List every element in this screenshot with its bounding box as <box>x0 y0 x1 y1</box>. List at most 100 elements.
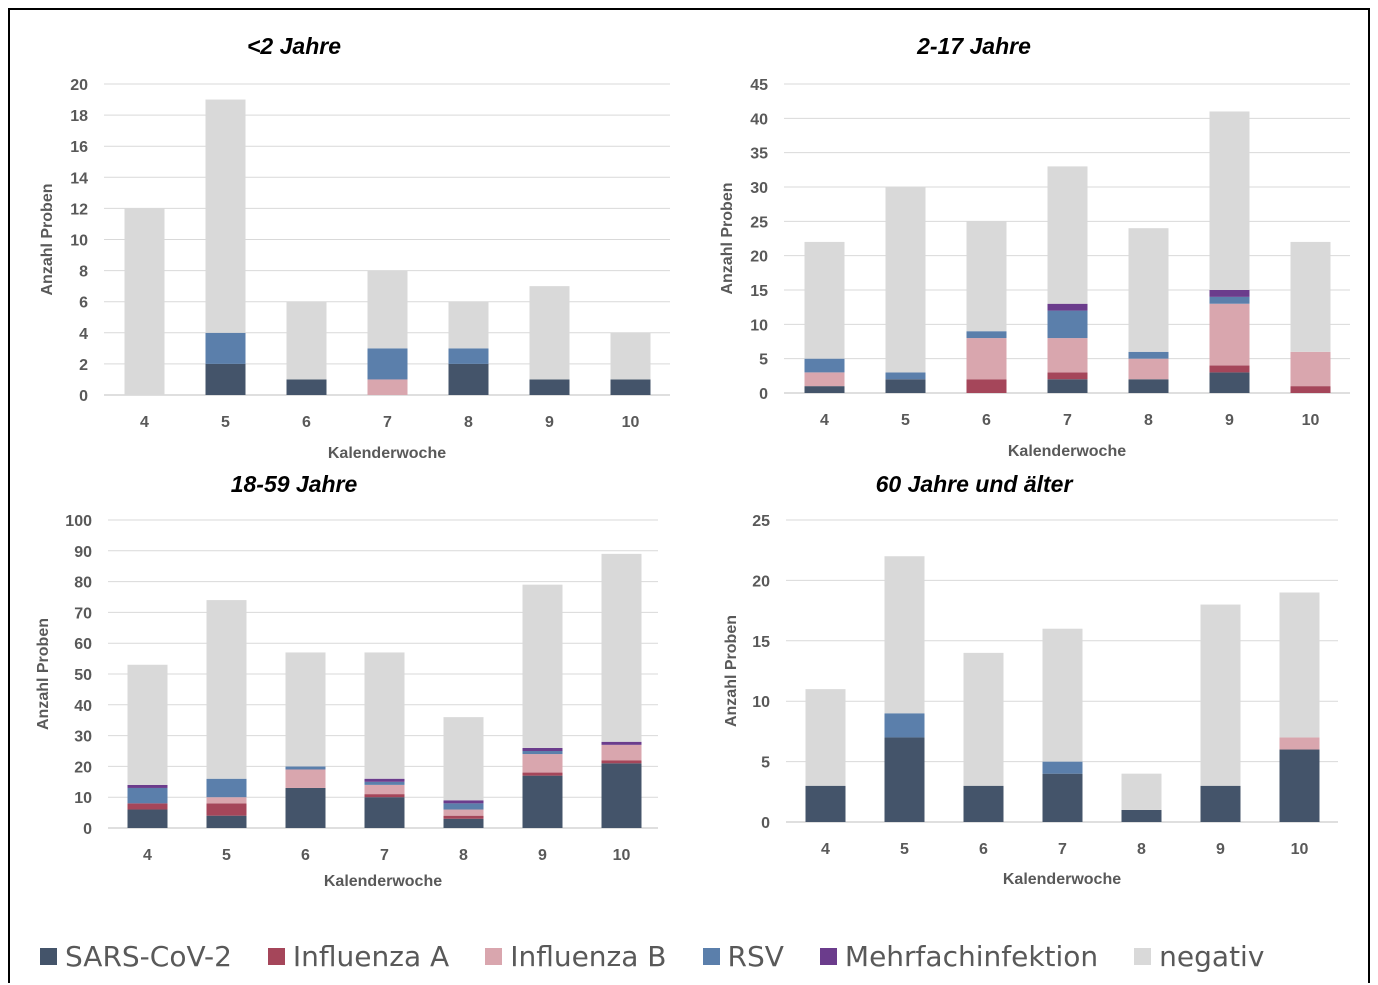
y-tick-label: 15 <box>750 283 768 300</box>
x-tick-label: 7 <box>1058 841 1067 858</box>
bar-segment-influenza-a <box>364 794 405 798</box>
y-axis-label: Anzahl Proben <box>39 183 56 295</box>
bar-segment-influenza-b <box>966 338 1007 380</box>
bar-segment-influenza-b <box>1290 351 1331 387</box>
bar-segment-sars-cov-2 <box>285 787 326 828</box>
chart-title: 60 Jahre und älter <box>876 471 1074 497</box>
bar-segment-mehrfachinfektion <box>601 741 642 745</box>
bar-segment-sars-cov-2 <box>610 379 651 395</box>
bar-segment-negativ <box>285 652 326 767</box>
x-tick-label: 8 <box>464 414 473 431</box>
chart-panel-1: 0 2 4 6 8 10 12 14 16 18 20 4 5 6 7 8 9 10 <2 Jahre Kalende… <box>39 33 670 462</box>
y-tick-label: 20 <box>74 759 92 776</box>
x-tick-label: 7 <box>383 414 392 431</box>
x-tick-label: 5 <box>221 414 230 431</box>
y-tick-label: 0 <box>759 386 768 403</box>
y-tick-label: 90 <box>74 544 92 561</box>
bar-segment-rsv <box>1209 296 1250 304</box>
y-axis-label: Anzahl Proben <box>719 182 736 294</box>
y-tick-label: 10 <box>750 317 768 334</box>
x-tick-label: 10 <box>1291 841 1309 858</box>
bar-segment-rsv <box>448 348 489 364</box>
y-tick-label: 100 <box>65 513 92 530</box>
x-tick-label: 6 <box>982 412 991 429</box>
y-tick-label: 80 <box>74 575 92 592</box>
figure-frame <box>8 8 1370 983</box>
y-axis-label: Anzahl Proben <box>35 618 52 730</box>
bar-segment-rsv <box>206 778 247 798</box>
bar-segment-sars-cov-2 <box>963 785 1004 822</box>
x-axis-label: Kalenderwoche <box>324 873 442 890</box>
bar-segment-negativ <box>1200 604 1241 786</box>
x-tick-label: 9 <box>1225 412 1234 429</box>
bar-segment-influenza-b <box>367 379 408 395</box>
bar-segment-negativ <box>1128 228 1169 352</box>
bar-segment-influenza-a <box>1290 386 1331 393</box>
bar-segment-negativ <box>286 301 327 380</box>
x-tick-label: 10 <box>613 847 631 864</box>
x-tick-label: 9 <box>538 847 547 864</box>
y-tick-label: 0 <box>761 815 770 832</box>
legend: SARS-CoV-2 Influenza A Influenza B RSV Mehrf… <box>40 938 1300 974</box>
legend-item: negativ <box>1134 940 1264 973</box>
bar-segment-sars-cov-2 <box>805 785 846 822</box>
bar-segment-rsv <box>285 766 326 770</box>
bar-segment-sars-cov-2 <box>364 797 405 828</box>
x-tick-label: 6 <box>301 847 310 864</box>
bar-segment-influenza-b <box>443 809 484 816</box>
bar-segment-negativ <box>206 600 247 779</box>
x-axis-label: Kalenderwoche <box>1003 871 1121 888</box>
bar-segment-sars-cov-2 <box>884 737 925 822</box>
y-tick-label: 10 <box>752 694 770 711</box>
legend-label: Mehrfachinfektion <box>844 939 1099 973</box>
bar-segment-rsv <box>885 372 926 380</box>
bar-segment-influenza-a <box>601 760 642 764</box>
x-tick-label: 6 <box>979 841 988 858</box>
legend-label: Influenza A <box>292 939 450 973</box>
legend-swatch <box>267 947 285 965</box>
bar-segment-rsv <box>205 332 246 364</box>
y-tick-label: 40 <box>74 698 92 715</box>
y-tick-label: 18 <box>70 108 88 125</box>
x-tick-label: 5 <box>901 412 910 429</box>
y-tick-label: 5 <box>761 755 770 772</box>
chart-title: <2 Jahre <box>247 33 341 59</box>
bar-segment-sars-cov-2 <box>522 775 563 828</box>
bar-segment-sars-cov-2 <box>1128 379 1169 393</box>
x-tick-label: 4 <box>140 414 149 431</box>
bar-segment-mehrfachinfektion <box>1047 303 1088 311</box>
bar-segment-rsv <box>966 331 1007 339</box>
bar-segment-negativ <box>1047 166 1088 304</box>
bar-segment-influenza-a <box>522 772 563 776</box>
bar-segment-rsv <box>1047 310 1088 339</box>
legend-label: negativ <box>1159 939 1265 973</box>
bar-segment-negativ <box>1042 628 1083 762</box>
bar-segment-negativ <box>1290 241 1331 352</box>
bar-segment-rsv <box>367 348 408 380</box>
legend-swatch <box>1134 947 1152 965</box>
bar-segment-negativ <box>448 301 489 349</box>
bar-segment-influenza-b <box>1279 737 1320 750</box>
legend-swatch <box>819 947 837 965</box>
x-tick-label: 5 <box>222 847 231 864</box>
y-tick-label: 15 <box>752 634 770 651</box>
legend-item: RSV <box>702 940 784 973</box>
chart-panel-4: 0 5 10 15 20 25 4 5 6 7 8 9 10 60 Jahre und älter Kale… <box>723 471 1338 888</box>
y-tick-label: 0 <box>83 821 92 838</box>
x-tick-label: 8 <box>1137 841 1146 858</box>
bar-segment-sars-cov-2 <box>1121 809 1162 822</box>
y-tick-label: 35 <box>750 146 768 163</box>
y-tick-label: 60 <box>74 636 92 653</box>
y-axis-label: Anzahl Proben <box>723 615 740 727</box>
bar-segment-sars-cov-2 <box>127 809 168 828</box>
x-tick-label: 9 <box>1216 841 1225 858</box>
bar-segment-negativ <box>963 652 1004 786</box>
y-tick-label: 8 <box>79 264 88 281</box>
bar-segment-sars-cov-2 <box>205 363 246 395</box>
bar-segment-negativ <box>1209 111 1250 290</box>
bar-segment-negativ <box>443 717 484 801</box>
bar-segment-negativ <box>529 286 570 380</box>
legend-label: SARS-CoV-2 <box>65 939 232 973</box>
bar-segment-sars-cov-2 <box>1279 749 1320 822</box>
x-tick-label: 10 <box>622 414 640 431</box>
